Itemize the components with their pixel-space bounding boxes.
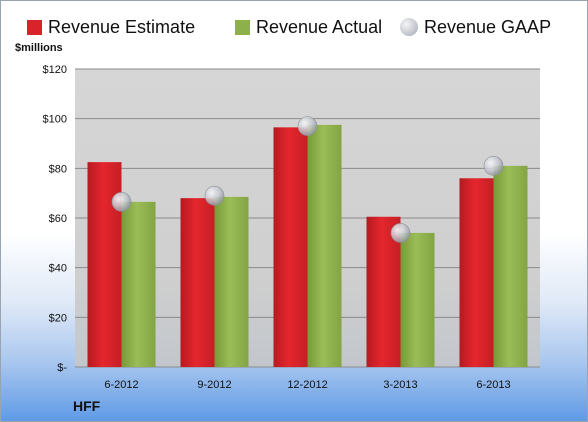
legend-label-gaap: Revenue GAAP: [424, 16, 552, 37]
point-revenue-gaap: [297, 116, 318, 136]
legend-revenue-estimate: Revenue Estimate: [27, 15, 195, 39]
point-revenue-gaap: [111, 192, 132, 212]
point-revenue-gaap: [483, 156, 504, 176]
y-tick-label: $60: [49, 213, 67, 225]
legend-swatch-actual: [235, 19, 250, 35]
legend-bubble-gaap: [400, 18, 418, 36]
y-tick-label: $40: [49, 263, 67, 275]
bar-revenue-actual: [493, 165, 528, 367]
x-tick-label: 12-2012: [287, 379, 327, 391]
company-label: HFF: [73, 398, 101, 414]
bar-revenue-actual: [307, 124, 342, 367]
y-tick-label: $80: [49, 163, 67, 175]
bar-revenue-estimate: [87, 162, 122, 367]
y-tick-label: $-: [57, 362, 67, 374]
x-tick-label: 6-2012: [104, 379, 138, 391]
legend-revenue-gaap: Revenue GAAP: [400, 15, 551, 39]
point-revenue-gaap: [204, 185, 225, 206]
bar-revenue-actual: [121, 201, 156, 367]
bar-revenue-estimate: [180, 198, 215, 367]
legend-label-estimate: Revenue Estimate: [48, 16, 196, 37]
legend-revenue-actual: Revenue Actual: [235, 15, 382, 39]
point-revenue-gaap: [390, 223, 411, 243]
bar-revenue-actual: [214, 196, 249, 367]
x-tick-label: 6-2013: [476, 379, 510, 391]
y-tick-label: $100: [43, 114, 67, 126]
bar-revenue-estimate: [273, 127, 308, 367]
x-tick-label: 9-2012: [197, 379, 231, 391]
legend-label-actual: Revenue Actual: [256, 16, 383, 37]
x-tick-label: 3-2013: [383, 379, 417, 391]
y-tick-label: $20: [49, 312, 67, 324]
legend-swatch-estimate: [27, 19, 42, 35]
bar-revenue-actual: [400, 232, 435, 367]
bar-revenue-estimate: [366, 216, 401, 367]
bar-revenue-estimate: [459, 178, 494, 367]
y-tick-label: $120: [43, 64, 67, 76]
y-axis-unit-label: $millions: [15, 42, 63, 54]
